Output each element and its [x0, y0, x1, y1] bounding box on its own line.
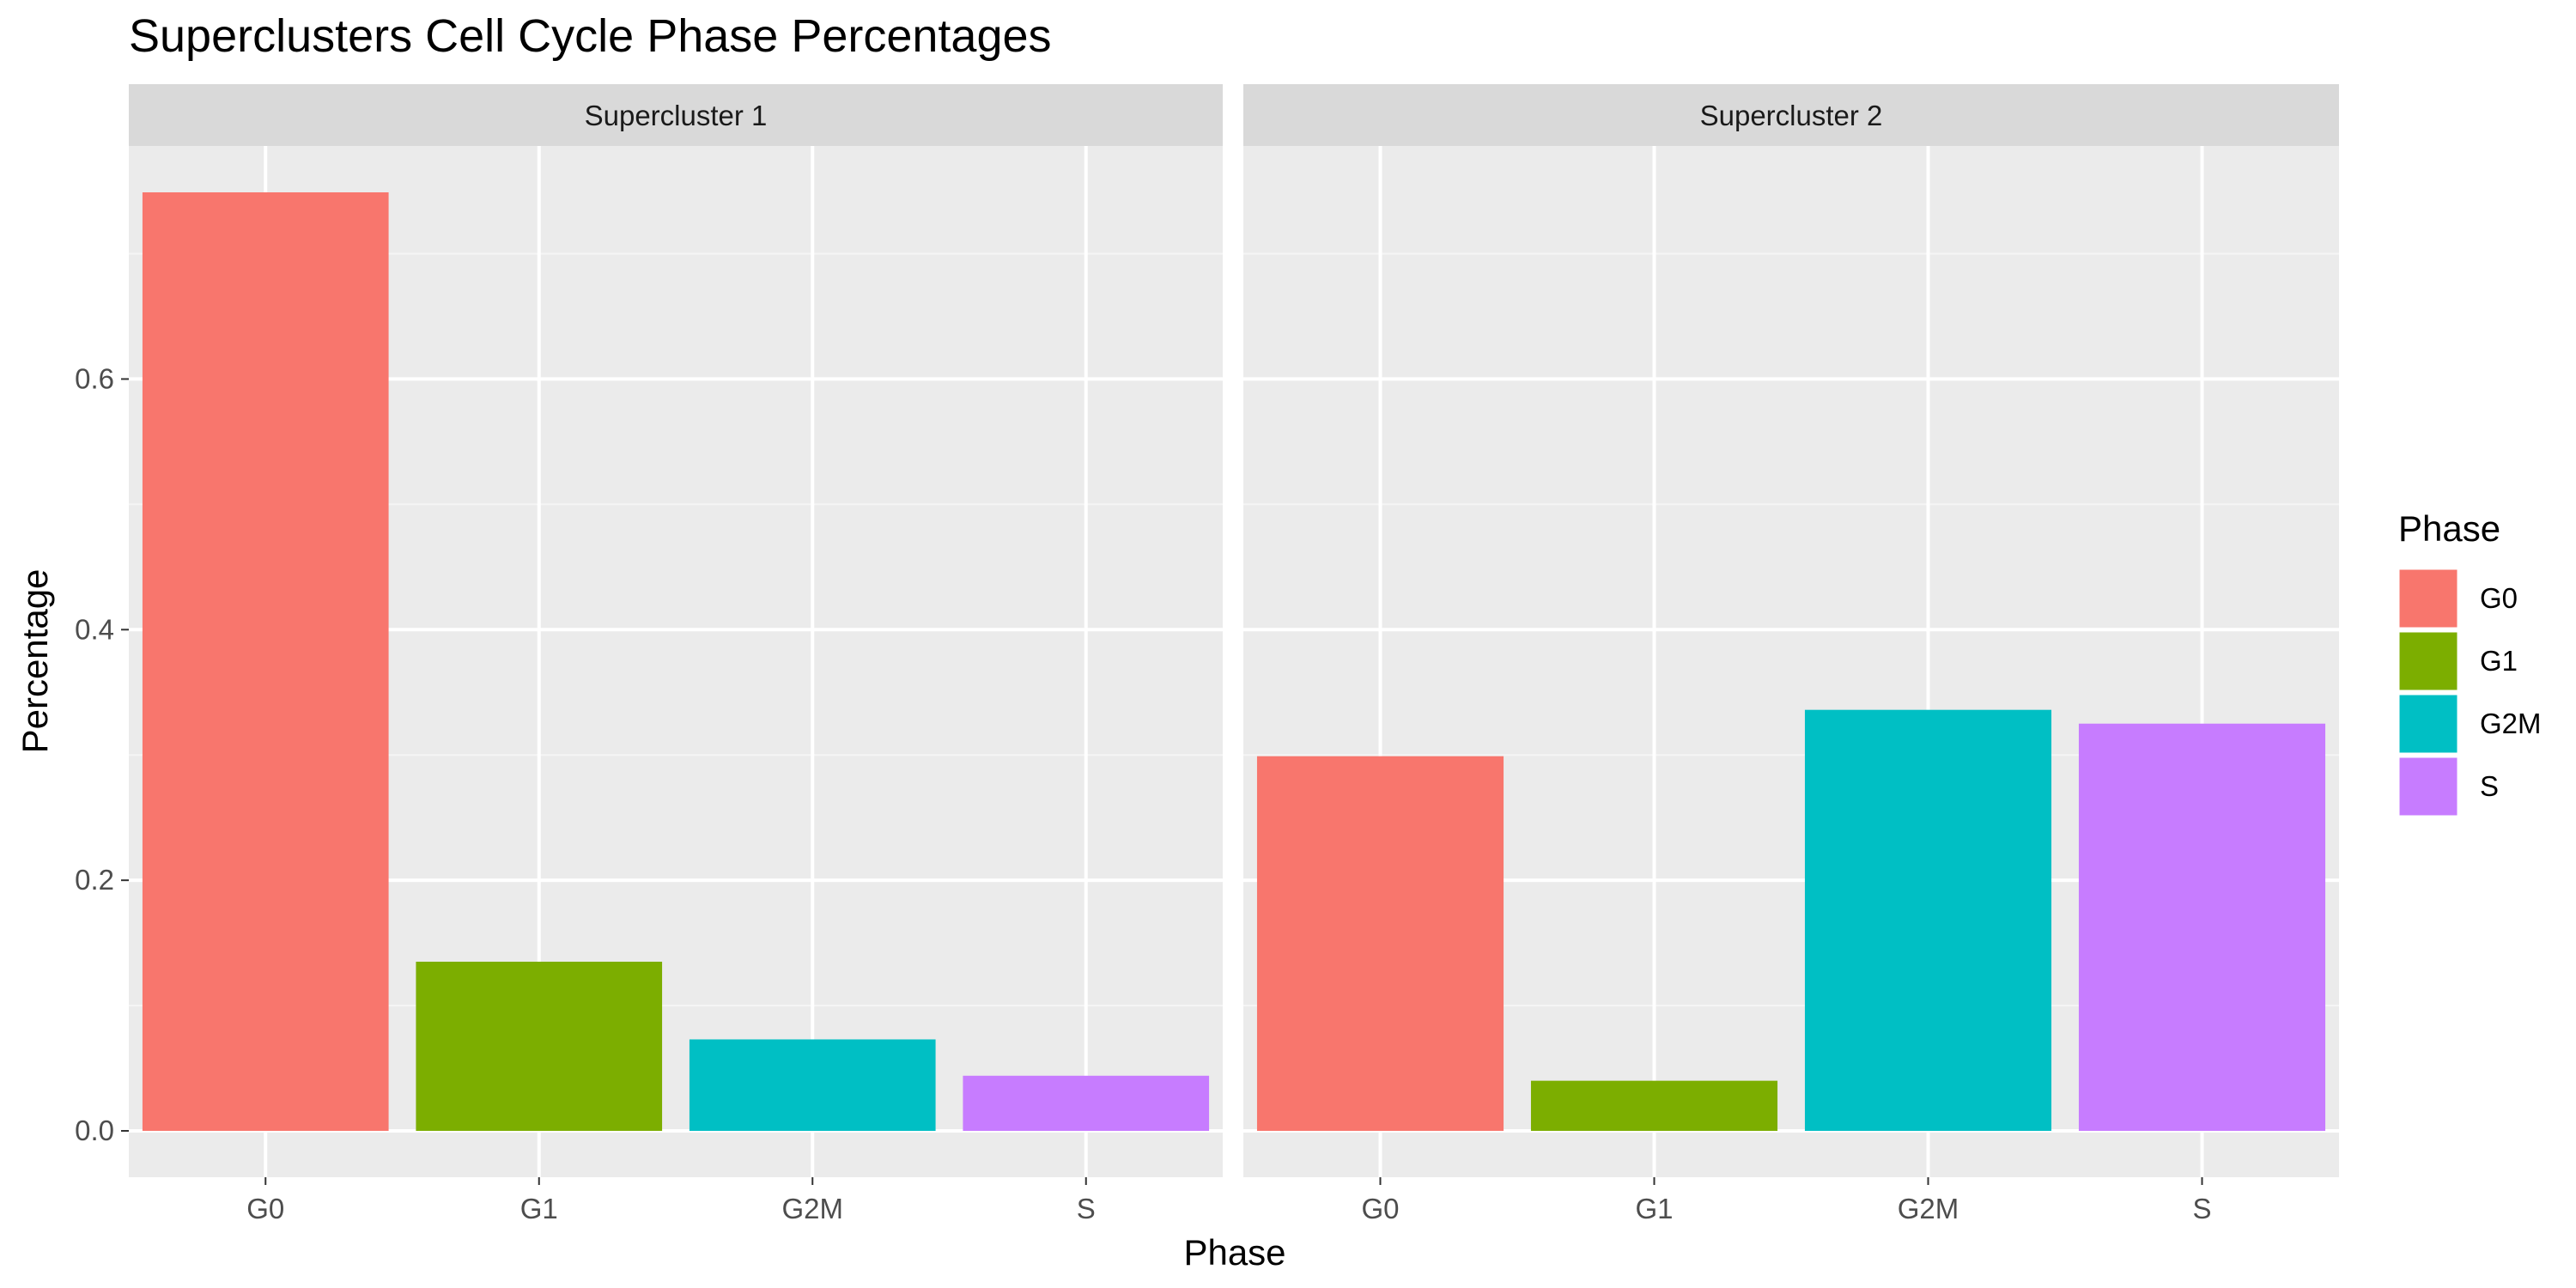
facet-strip — [129, 84, 1223, 146]
x-axis-title: Phase — [1183, 1232, 1285, 1273]
legend-label: G0 — [2480, 582, 2518, 614]
x-tick-label: S — [2192, 1193, 2211, 1224]
legend-swatch — [2397, 692, 2460, 756]
bar-g0 — [142, 191, 389, 1132]
x-tick-label: S — [1077, 1193, 1096, 1224]
x-tick-label: G2M — [781, 1193, 843, 1224]
panels-layer: Supercluster 1 G0 G1 G2M S Supercluster 2 G0 G1… — [129, 84, 2339, 1224]
x-tick-label: G0 — [246, 1193, 284, 1224]
bar-g1 — [416, 962, 663, 1132]
legend-item-g2m: G2M — [2397, 692, 2542, 756]
legend-swatch — [2397, 629, 2460, 693]
bar-s — [963, 1075, 1210, 1132]
bar-g0 — [1256, 756, 1504, 1132]
bar-s — [2078, 723, 2326, 1132]
facet-strip — [1243, 84, 2339, 146]
legend-items: G0 G1 G2M S — [2397, 567, 2542, 818]
bar-g2m — [689, 1039, 936, 1132]
legend-item-g1: G1 — [2397, 629, 2518, 693]
y-tick-label: 0.0 — [75, 1115, 114, 1146]
chart-title: Superclusters Cell Cycle Phase Percentag… — [129, 10, 1052, 62]
facet-panel-2: Supercluster 2 G0 G1 G2M S — [1243, 84, 2339, 1224]
facet-panel-1: Supercluster 1 G0 G1 G2M S — [129, 84, 1223, 1224]
y-tick-label: 0.2 — [75, 864, 114, 896]
facet-strip-label: Supercluster 2 — [1700, 100, 1883, 131]
legend-label: S — [2480, 770, 2499, 802]
y-tick-label: 0.6 — [75, 362, 114, 394]
legend-label: G2M — [2480, 708, 2542, 739]
legend-item-g0: G0 — [2397, 567, 2518, 630]
bar-g2m — [1804, 709, 2052, 1132]
x-tick-label: G0 — [1361, 1193, 1399, 1224]
legend-swatch — [2397, 567, 2460, 630]
x-tick-label: G1 — [520, 1193, 558, 1224]
y-axis: 0.0 0.2 0.4 0.6 — [75, 362, 129, 1146]
x-tick-label: G1 — [1635, 1193, 1673, 1224]
legend-item-s: S — [2397, 755, 2499, 818]
bar-g1 — [1530, 1080, 1778, 1132]
facet-strip-label: Supercluster 1 — [585, 100, 768, 131]
legend: Phase G0 G1 G2M S — [2397, 508, 2542, 818]
legend-title: Phase — [2398, 508, 2500, 549]
y-tick-label: 0.4 — [75, 613, 114, 645]
x-tick-label: G2M — [1898, 1193, 1959, 1224]
legend-label: G1 — [2480, 645, 2518, 677]
y-axis-title: Percentage — [15, 569, 55, 754]
legend-swatch — [2397, 755, 2460, 818]
